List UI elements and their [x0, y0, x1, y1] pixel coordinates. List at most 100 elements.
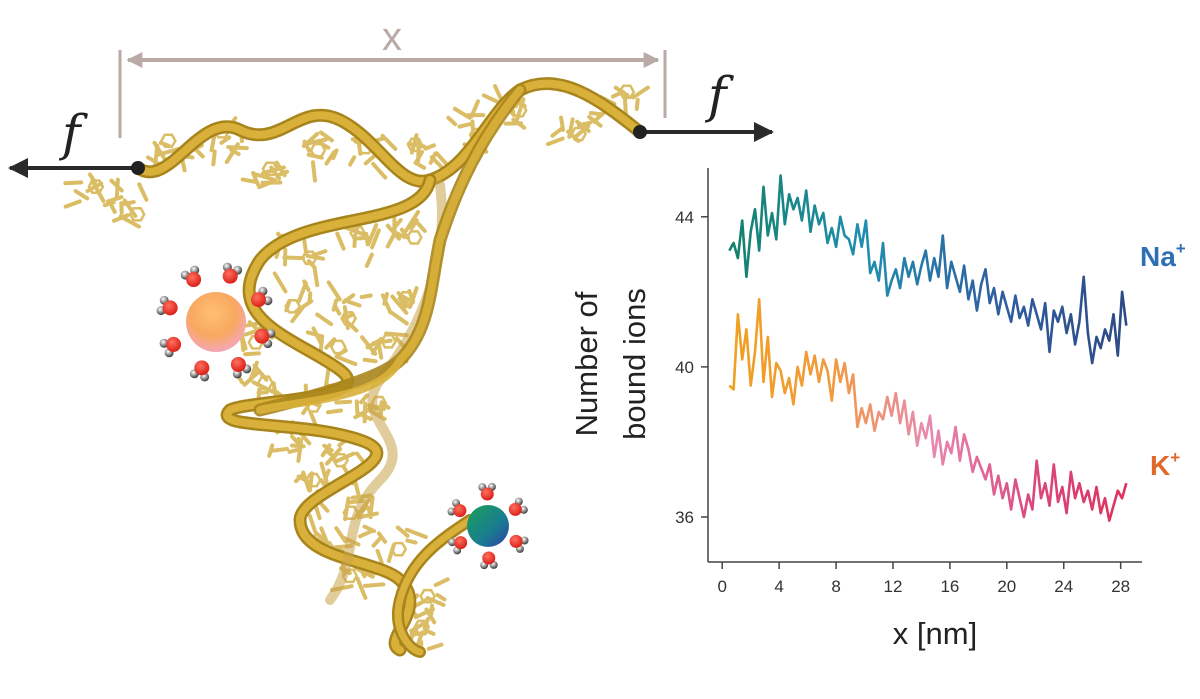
y-ticks: 36 40 44	[675, 208, 708, 527]
rna-base-ring	[332, 452, 350, 468]
rna-base-stick	[63, 180, 84, 186]
rna-base-stick	[251, 380, 275, 394]
force-left: f	[8, 104, 145, 178]
rna-base-stick	[435, 592, 447, 602]
rna-base-ring	[309, 142, 327, 158]
rna-base-stick	[315, 312, 334, 327]
rna-base-ring	[390, 541, 408, 557]
rna-base-stick	[152, 140, 168, 162]
rna-base-stick	[575, 119, 591, 134]
left-anchor-point	[131, 161, 145, 175]
rna-base-stick	[371, 161, 388, 180]
oxygen-atom	[194, 360, 210, 376]
rna-base-stick	[375, 548, 384, 565]
x-tick-label: 24	[1054, 577, 1073, 596]
x-ticks: 0 4 8 12 16 20 24 28	[717, 562, 1130, 596]
rna-base-stick	[376, 531, 388, 544]
rna-base-stick	[371, 336, 383, 356]
rna-base-stick	[355, 410, 373, 421]
x-tick-label: 4	[774, 577, 783, 596]
rna-base-stick	[326, 280, 342, 302]
rna-base-stick	[219, 135, 232, 145]
extension-arrow: x	[118, 15, 667, 138]
x-tick-label: 8	[831, 577, 840, 596]
x-axis-title: x [nm]	[893, 616, 977, 651]
rna-base-stick	[511, 117, 527, 130]
rna-base-stick	[433, 577, 450, 588]
right-anchor-point	[633, 125, 647, 139]
oxygen-atom	[222, 268, 238, 284]
series-layer	[728, 174, 1128, 522]
rna-base-stick	[370, 228, 381, 250]
rna-base-stick	[287, 447, 301, 454]
water-molecule	[448, 536, 468, 555]
rna-base-stick	[550, 126, 565, 138]
series-label-k: K+	[1150, 448, 1180, 481]
series-label-na: Na+	[1140, 239, 1186, 272]
rna-base-stick	[364, 252, 374, 268]
rna-base-stick	[631, 85, 650, 100]
rna-base-stick	[318, 130, 334, 143]
rna-base-stick	[307, 513, 318, 537]
rna-base-stick	[377, 342, 384, 360]
y-tick-label: 40	[675, 358, 694, 377]
rna-base-stick	[415, 221, 427, 233]
oxygen-atom	[509, 534, 523, 548]
water-molecule	[222, 262, 243, 284]
rna-base-ring	[413, 619, 431, 635]
rna-base-stick	[108, 202, 117, 214]
rna-base-stick	[634, 97, 640, 111]
oxygen-atom	[453, 504, 467, 518]
force-label-left: f	[58, 104, 88, 162]
oxygen-atom	[162, 300, 178, 316]
rna-base-stick	[293, 472, 306, 484]
rna-base-stick	[457, 122, 472, 129]
rna-base-ring	[284, 299, 302, 314]
rna-base-stick	[426, 642, 444, 651]
rna-base-stick	[319, 461, 329, 485]
rna-base-stick	[211, 149, 217, 167]
water-shell-small	[447, 482, 529, 570]
y-tick-label: 36	[675, 508, 694, 527]
rna-base-stick	[271, 381, 278, 400]
large-cation-sphere	[186, 292, 246, 352]
x-tick-label: 16	[940, 577, 959, 596]
hydrogen-atom	[447, 507, 456, 516]
small-cation-sphere	[467, 505, 509, 547]
rna-base-stick	[272, 271, 288, 294]
rna-base-stick	[359, 393, 370, 405]
rna-base-stick	[423, 143, 436, 151]
rna-base-stick	[251, 171, 277, 182]
rna-base-stick	[368, 495, 375, 514]
water-molecule	[447, 499, 467, 518]
distance-label: x	[382, 15, 402, 59]
rna-base-sticks	[63, 84, 650, 656]
rna-base-stick	[137, 182, 149, 202]
rna-base-stick	[325, 408, 343, 415]
water-molecule	[254, 328, 276, 349]
rna-base-ring	[406, 137, 424, 153]
rna-base-stick	[310, 160, 317, 183]
force-label-right: f	[704, 66, 734, 124]
rna-base-stick	[409, 619, 429, 633]
rna-base-stick	[362, 524, 377, 534]
water-molecule	[230, 356, 252, 379]
rna-base-stick	[243, 351, 261, 357]
water-molecule	[508, 497, 528, 516]
rna-base-ring	[380, 334, 398, 349]
oxygen-atom	[166, 336, 182, 352]
rna-base-stick	[348, 155, 357, 167]
rna-base-stick	[111, 213, 130, 223]
oxygen-atom	[250, 292, 266, 308]
rna-base-ring	[397, 291, 415, 306]
rna-base-stick	[390, 294, 409, 315]
rna-base-stick	[424, 607, 437, 625]
rna-base-stick	[276, 169, 290, 177]
rna-base-stick	[282, 255, 305, 261]
rna-base-stick	[209, 133, 217, 153]
water-molecule	[478, 482, 496, 501]
rna-base-ring	[329, 339, 347, 355]
rna-base-stick	[73, 189, 90, 201]
oxygen-atom	[454, 536, 468, 550]
